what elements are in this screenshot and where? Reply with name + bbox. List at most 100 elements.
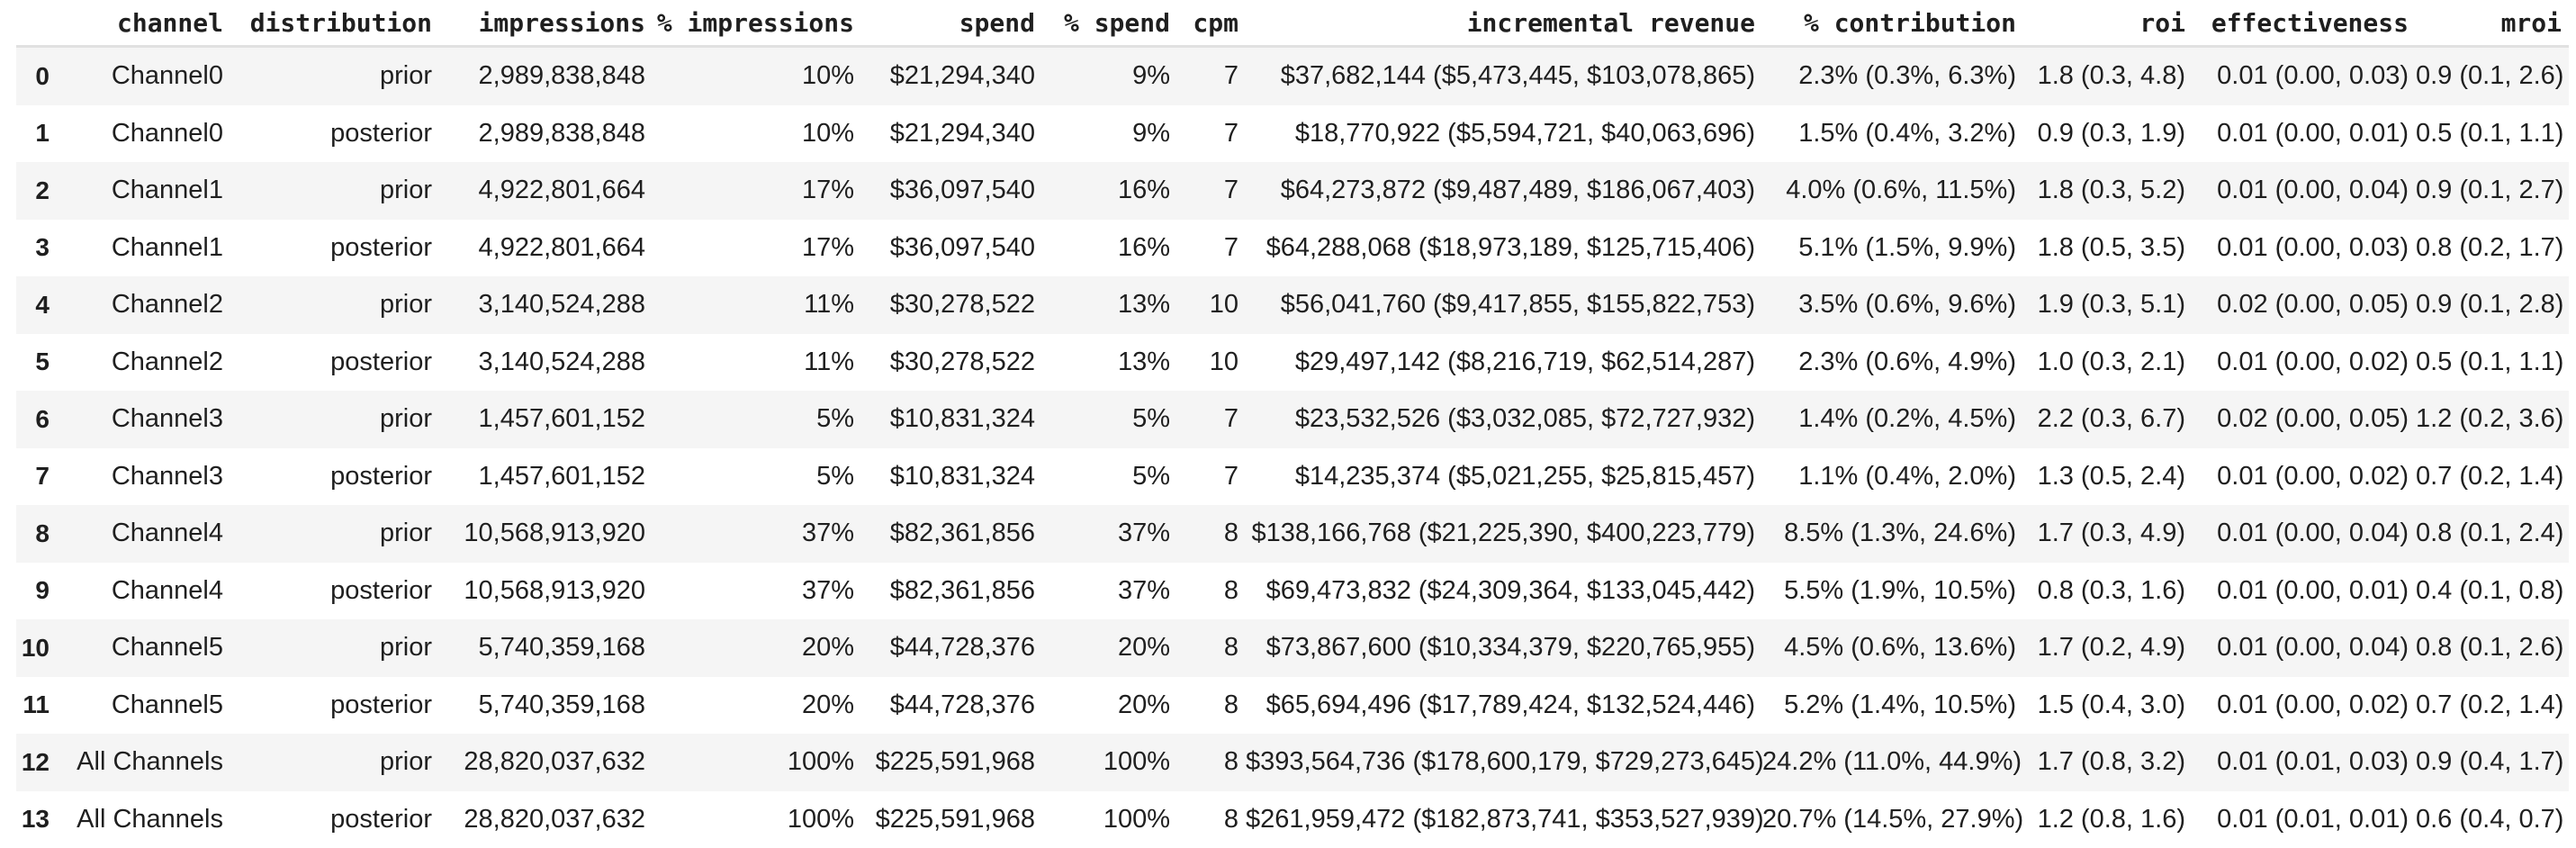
- cell-mroi: 0.9 (0.1, 2.6): [2416, 61, 2564, 91]
- cell-spend: 5%: [1132, 461, 1170, 491]
- cell-contribution: 1.4% (0.2%, 4.5%): [1798, 404, 2016, 434]
- cell-effectiveness: 0.01 (0.00, 0.02): [2217, 690, 2409, 719]
- cell-effectiveness: 0.01 (0.00, 0.04): [2217, 633, 2409, 663]
- cell-channel: Channel1: [111, 176, 223, 205]
- cell-distribution: posterior: [330, 690, 432, 719]
- cell-effectiveness: 0.01 (0.00, 0.04): [2217, 519, 2409, 548]
- row-index: 3: [35, 233, 50, 262]
- cell-cpm: 8: [1223, 519, 1238, 548]
- cell-contribution: 2.3% (0.6%, 4.9%): [1798, 347, 2016, 376]
- cell-incremental-revenue: $65,694,496 ($17,789,424, $132,524,446): [1265, 690, 1755, 719]
- cell-channel: Channel0: [111, 61, 223, 91]
- cell-cpm: 8: [1223, 804, 1238, 834]
- cell-distribution: posterior: [330, 232, 432, 262]
- cell-mroi: 0.7 (0.2, 1.4): [2416, 690, 2564, 719]
- cell-contribution: 3.5% (0.6%, 9.6%): [1798, 290, 2016, 320]
- cell-incremental-revenue: $138,166,768 ($21,225,390, $400,223,779): [1251, 519, 1755, 548]
- cell-contribution: 20.7% (14.5%, 27.9%): [1762, 804, 2024, 834]
- cell-distribution: posterior: [330, 461, 432, 491]
- row-index: 7: [35, 462, 50, 491]
- cell-effectiveness: 0.01 (0.01, 0.03): [2217, 747, 2409, 777]
- cell-effectiveness: 0.02 (0.00, 0.05): [2217, 290, 2409, 320]
- cell-spend: 5%: [1132, 404, 1170, 434]
- index-column-header: [16, 0, 57, 48]
- cell-channel: Channel3: [111, 461, 223, 491]
- cell-spend: 9%: [1132, 118, 1170, 148]
- cell-incremental-revenue: $14,235,374 ($5,021,255, $25,815,457): [1294, 461, 1755, 491]
- cell-spend: 100%: [1103, 747, 1170, 777]
- cell-cpm: 7: [1223, 176, 1238, 205]
- row-index: 11: [23, 690, 50, 719]
- cell-contribution: 1.1% (0.4%, 2.0%): [1798, 461, 2016, 491]
- cell-roi: 2.2 (0.3, 6.7): [2037, 404, 2185, 434]
- cell-spend: 9%: [1132, 61, 1170, 91]
- cell-effectiveness: 0.01 (0.01, 0.01): [2217, 804, 2409, 834]
- column-header-mroi: mroi: [2416, 0, 2569, 48]
- cell-mroi: 0.6 (0.4, 0.7): [2416, 804, 2564, 834]
- cell-impressions: 5,740,359,168: [478, 690, 645, 719]
- table-row: 3 Channel1 posterior 4,922,801,664 17% $36,09…: [16, 219, 2569, 276]
- cell-effectiveness: 0.01 (0.00, 0.02): [2217, 461, 2409, 491]
- cell-impressions: 17%: [801, 176, 854, 205]
- row-index: 0: [35, 61, 50, 90]
- cell-effectiveness: 0.01 (0.00, 0.03): [2217, 232, 2409, 262]
- cell-cpm: 7: [1223, 118, 1238, 148]
- cell-spend: 16%: [1117, 176, 1170, 205]
- cell-mroi: 0.5 (0.1, 1.1): [2416, 118, 2564, 148]
- cell-spend: $21,294,340: [889, 61, 1035, 91]
- table-row: 11 Channel5 posterior 5,740,359,168 20% $44,7…: [16, 676, 2569, 734]
- cell-mroi: 0.9 (0.1, 2.8): [2416, 290, 2564, 320]
- cell-mroi: 0.7 (0.2, 1.4): [2416, 461, 2564, 491]
- row-index: 8: [35, 519, 50, 547]
- cell-effectiveness: 0.01 (0.00, 0.04): [2217, 176, 2409, 205]
- cell-distribution: prior: [379, 290, 432, 320]
- cell-roi: 1.2 (0.8, 1.6): [2037, 804, 2185, 834]
- cell-spend: $21,294,340: [889, 118, 1035, 148]
- cell-contribution: 24.2% (11.0%, 44.9%): [1762, 747, 2022, 777]
- cell-impressions: 1,457,601,152: [478, 461, 645, 491]
- cell-channel: Channel2: [111, 290, 223, 320]
- cell-mroi: 0.8 (0.2, 1.7): [2416, 232, 2564, 262]
- table-row: 12 All Channels prior 28,820,037,632 100% $22…: [16, 734, 2569, 791]
- cell-impressions: 4,922,801,664: [478, 232, 645, 262]
- row-index: 5: [35, 347, 50, 376]
- cell-impressions: 20%: [801, 633, 854, 663]
- cell-roi: 1.8 (0.3, 5.2): [2037, 176, 2185, 205]
- cell-distribution: prior: [379, 633, 432, 663]
- column-header-roi: roi: [2023, 0, 2193, 48]
- cell-channel: Channel5: [111, 633, 223, 663]
- cell-spend: $30,278,522: [889, 290, 1035, 320]
- cell-distribution: posterior: [330, 804, 432, 834]
- cell-effectiveness: 0.01 (0.00, 0.02): [2217, 347, 2409, 376]
- cell-distribution: posterior: [330, 575, 432, 605]
- cell-impressions: 1,457,601,152: [478, 404, 645, 434]
- cell-incremental-revenue: $64,288,068 ($18,973,189, $125,715,406): [1265, 232, 1755, 262]
- cell-spend: $10,831,324: [889, 404, 1035, 434]
- row-index: 6: [35, 404, 50, 433]
- column-header-channel: channel: [57, 0, 230, 48]
- cell-roi: 1.7 (0.2, 4.9): [2037, 633, 2185, 663]
- cell-impressions: 5,740,359,168: [478, 633, 645, 663]
- cell-cpm: 8: [1223, 575, 1238, 605]
- cell-mroi: 0.9 (0.4, 1.7): [2416, 747, 2564, 777]
- cell-contribution: 1.5% (0.4%, 3.2%): [1798, 118, 2016, 148]
- cell-spend: $225,591,968: [875, 804, 1035, 834]
- header-row: channel distribution impressions% impressi…: [16, 0, 2569, 48]
- cell-contribution: 4.0% (0.6%, 11.5%): [1786, 176, 2016, 205]
- cell-effectiveness: 0.01 (0.00, 0.03): [2217, 61, 2409, 91]
- cell-incremental-revenue: $69,473,832 ($24,309,364, $133,045,442): [1265, 575, 1755, 605]
- cell-impressions: 10%: [801, 61, 854, 91]
- cell-mroi: 1.2 (0.2, 3.6): [2416, 404, 2564, 434]
- cell-roi: 1.8 (0.3, 4.8): [2037, 61, 2185, 91]
- cell-channel: Channel0: [111, 118, 223, 148]
- cell-impressions: 5%: [816, 404, 854, 434]
- row-index: 10: [21, 633, 50, 662]
- cell-impressions: 37%: [801, 519, 854, 548]
- cell-effectiveness: 0.01 (0.00, 0.01): [2217, 118, 2409, 148]
- cell-cpm: 7: [1223, 232, 1238, 262]
- cell-contribution: 8.5% (1.3%, 24.6%): [1784, 519, 2016, 548]
- table-row: 13 All Channels posterior 28,820,037,632 100…: [16, 790, 2569, 848]
- cell-roi: 1.0 (0.3, 2.1): [2037, 347, 2185, 376]
- cell-incremental-revenue: $23,532,526 ($3,032,085, $72,727,932): [1294, 404, 1755, 434]
